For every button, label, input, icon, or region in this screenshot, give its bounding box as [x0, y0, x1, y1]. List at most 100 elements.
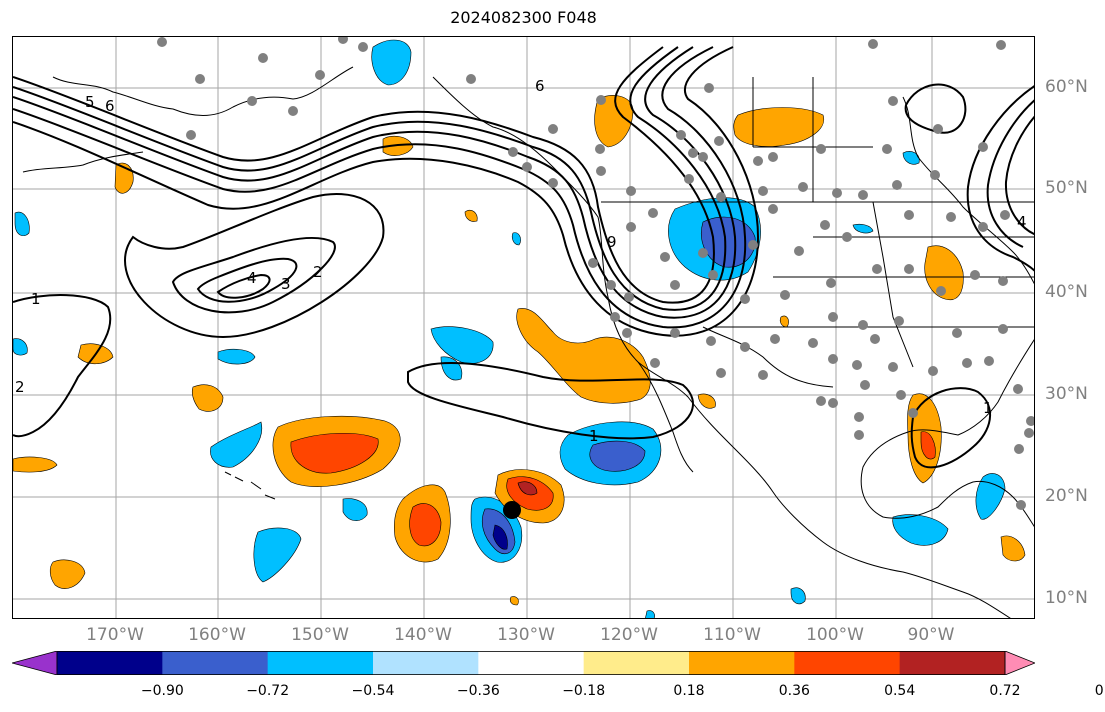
station-dot [894, 316, 904, 326]
storm-center-marker [503, 501, 521, 519]
colorbar-bin [373, 651, 479, 675]
colorbar-outline [56, 651, 1006, 675]
station-dot [595, 144, 605, 154]
station-dot [676, 130, 686, 140]
colorbar-bin [689, 651, 795, 675]
station-dot [1000, 210, 1010, 220]
station-dot [828, 398, 838, 408]
station-dot [247, 96, 257, 106]
colorbar-tick-label: 0.54 [884, 683, 916, 699]
station-dot [698, 248, 708, 258]
station-dot [338, 37, 348, 44]
station-dot [970, 270, 980, 280]
negative-anomaly-region [589, 440, 646, 472]
negative-anomaly-region [852, 223, 874, 234]
colorbar-tick-label: −0.36 [456, 683, 500, 699]
station-dot [522, 162, 532, 172]
station-dot [1014, 444, 1024, 454]
station-dot [854, 412, 864, 422]
station-dot [870, 334, 880, 344]
station-dot [984, 356, 994, 366]
station-dot [508, 147, 518, 157]
lon-label: 90°W [907, 625, 955, 645]
negative-anomaly-region [492, 524, 508, 550]
station-dot [872, 264, 882, 274]
positive-anomaly-region [49, 559, 86, 589]
colorbar-bin [162, 651, 269, 675]
lon-label: 110°W [703, 625, 761, 645]
station-dot [996, 40, 1006, 50]
negative-anomaly-region [790, 587, 806, 605]
station-dot [828, 312, 838, 322]
station-dot [808, 338, 818, 348]
negative-anomaly-region [253, 527, 302, 583]
positive-anomaly-region [779, 315, 789, 328]
station-dot [704, 83, 714, 93]
contour-label: 3 [281, 275, 291, 293]
station-dot [650, 358, 660, 368]
station-dot [794, 246, 804, 256]
station-dot [936, 286, 946, 296]
lon-label: 100°W [806, 625, 864, 645]
contour-label: 1 [983, 399, 993, 417]
station-dot [626, 222, 636, 232]
contour-lines [13, 46, 1034, 469]
station-dot [716, 192, 726, 202]
contour-label: 4 [1017, 213, 1027, 231]
station-dot [670, 328, 680, 338]
positive-anomaly-region [733, 107, 825, 147]
lat-label: 50°N [1045, 178, 1088, 198]
colorbar-bin [794, 651, 901, 675]
station-dot [610, 312, 620, 322]
contour-label: 2 [15, 378, 25, 396]
station-dot [1026, 416, 1034, 426]
station-dot [596, 166, 606, 176]
lat-label: 10°N [1045, 588, 1088, 608]
station-dot [624, 292, 634, 302]
colorbar-bin [57, 651, 163, 675]
station-dot [858, 320, 868, 330]
colorbar-bin [478, 651, 585, 675]
station-dot [852, 360, 862, 370]
negative-anomaly-region [371, 39, 412, 86]
station-dot [157, 37, 167, 47]
colorbar-tick-label: −0.72 [246, 683, 290, 699]
map-title: 2024082300 F048 [450, 8, 597, 27]
colorbar-tick-label: 0.90 [1094, 683, 1105, 699]
contour-label: 6 [535, 77, 545, 95]
station-dot [288, 106, 298, 116]
station-dot [1024, 428, 1034, 438]
station-dot [740, 342, 750, 352]
lon-label: 170°W [86, 625, 144, 645]
contour-label: 4 [247, 269, 257, 287]
positive-anomaly-region [594, 95, 634, 148]
station-dot [888, 96, 898, 106]
station-dot [315, 70, 325, 80]
contour-label: 1 [589, 427, 599, 445]
colorbar-tick-label: 0.36 [778, 683, 810, 699]
station-dot [998, 276, 1008, 286]
coastlines [22, 66, 1034, 618]
station-dot [1013, 384, 1023, 394]
lon-label: 140°W [394, 625, 452, 645]
station-dot [858, 190, 868, 200]
contour-label: 9 [607, 233, 617, 251]
colorbar-bin [899, 651, 1006, 675]
station-dot [670, 280, 680, 290]
negative-anomaly-region [14, 211, 30, 236]
station-dot [904, 264, 914, 274]
negative-anomaly-region [342, 498, 368, 521]
positive-anomaly-region [697, 393, 716, 409]
station-dot [466, 74, 476, 84]
negative-anomaly-region [892, 514, 949, 546]
positive-anomaly-region [464, 209, 478, 222]
negative-anomaly-region [975, 473, 1006, 520]
negative-anomaly-region [645, 610, 655, 618]
positive-anomaly-region [924, 245, 964, 301]
station-dot [978, 142, 988, 152]
colorbar-extend-max [1004, 651, 1035, 675]
station-dot [753, 156, 763, 166]
colorbar [12, 651, 1035, 675]
station-dot [928, 366, 938, 376]
station-dot [596, 95, 606, 105]
